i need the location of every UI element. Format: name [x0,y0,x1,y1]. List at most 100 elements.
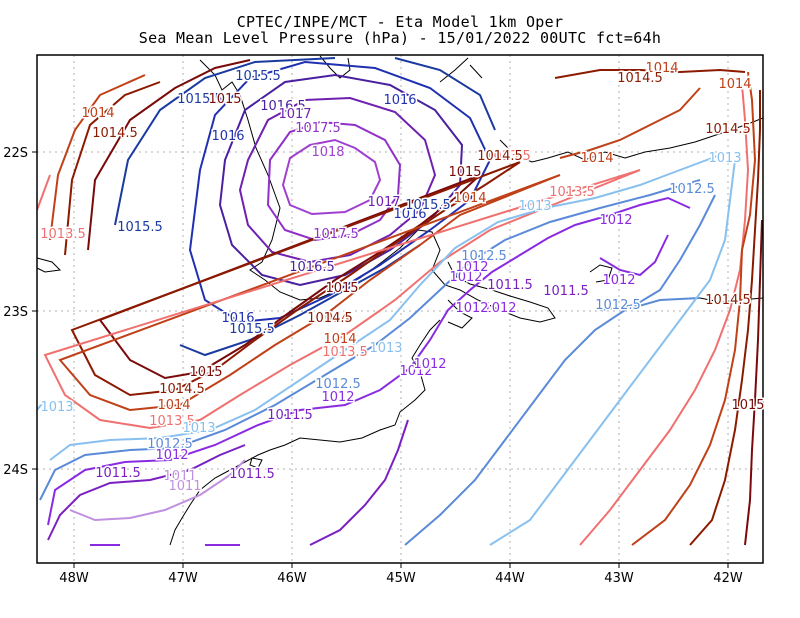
contour-label: 1013 [40,400,73,415]
contour-label: 1011.5 [267,408,313,423]
contour-label: 1015.5 [177,92,223,107]
x-tick-label: 44W [495,571,525,586]
contour-label: 1015 [448,165,481,180]
x-tick-label: 42W [713,571,743,586]
isobar-1016 [188,60,492,324]
x-tick-label: 45W [386,571,416,586]
contour-label: 1014.5 [705,293,751,308]
contour-label: 1016 [383,93,416,108]
isobar-east-1015 [744,219,763,546]
y-tick-label: 22S [3,146,28,161]
isobar-1012 [47,196,691,526]
contour-label: 1014 [580,151,613,166]
contour-label: 1015.5 [235,69,281,84]
isobar-1011 [69,459,246,522]
axis-tick-labels: 48W 47W 46W 45W 44W 43W 42W 22S 23S 24S [3,146,743,586]
contour-label: 1012.5 [315,377,361,392]
contour-label: 1014 [157,398,190,413]
isobar-east-1012-5 [404,297,701,546]
contour-label: 1014 [453,191,486,206]
isobar-1017 [238,96,437,264]
contour-label: 1012 [155,448,188,463]
x-tick-label: 46W [277,571,307,586]
isobar-east-1013 [489,159,736,546]
isobar-1013-5 [36,169,641,430]
contour-label: 1011.5 [95,466,141,481]
contour-label: 1011 [168,479,201,494]
contour-label: 1018 [311,145,344,160]
contour-label: 1014.5 [307,311,353,326]
contour-label: 1014 [81,106,114,121]
isobar-1018 [281,138,382,216]
contour-label: 1012 [321,390,354,405]
contour-label: 1016 [211,129,244,144]
contour-label: 1012.5 [595,298,641,313]
contour-label: 1011.5 [543,284,589,299]
contour-label: 1012 [449,270,482,285]
contour-label: 1012 [413,357,446,372]
contour-label: 1013 [708,151,741,166]
contour-label: 1015 [325,281,358,296]
coastline [36,55,764,546]
contour-label: 1017 [278,107,311,122]
x-tick-label: 47W [168,571,198,586]
isobar-1014-5 [64,81,521,397]
map-frame [36,54,764,564]
isobars [36,57,763,546]
chart-subtitle: Sea Mean Level Pressure (hPa) - 15/01/20… [138,29,662,47]
contour-label: 1013.5 [149,414,195,429]
axis-ticks [32,151,729,568]
contour-label: 1012 [599,213,632,228]
contour-label: 1013 [369,341,402,356]
x-tick-label: 43W [604,571,634,586]
contour-label: 1013.5 [322,345,368,360]
isobar-east-1014 [631,71,757,546]
contour-label: 1011.5 [487,278,533,293]
isobar-1012-5 [39,179,716,501]
contour-label: 1014.5 [477,149,523,164]
contour-label: 1016.5 [260,99,306,114]
contour-label: 1013 [182,421,215,436]
contour-label: 1014 [316,311,349,326]
y-tick-label: 23S [3,305,28,320]
contour-label: 1017.5 [295,121,341,136]
contour-label: 1014.5 [617,71,663,86]
contour-label: 1012.5 [147,437,193,452]
contour-label: 1015.5 [229,322,275,337]
contour-label: 1016 [393,207,426,222]
contour-label: 1015 [731,398,764,413]
isobar-nw-1014 [559,87,701,159]
contour-label: 1012 [455,260,488,275]
contour-label: 1013 [518,199,551,214]
contour-label: 1012.5 [669,182,715,197]
contour-label: 1014.5 [92,126,138,141]
isobar-1016-5 [218,73,464,287]
isobar-1013 [36,154,721,461]
contour-label: 1014 [718,77,751,92]
contour-label: 1011.5 [229,467,275,482]
contour-label: 1016.5 [289,260,335,275]
contour-label: 1011 [163,469,196,484]
contour-label: 1012 [602,273,635,288]
isobar-1017-5 [266,120,402,242]
contour-label: 1015.5 [405,198,451,213]
isobar-1014 [49,74,561,412]
lat-lon-grid [37,55,763,563]
x-tick-label: 48W [59,571,89,586]
contour-label: 1015 [189,365,222,380]
contour-label: 1014.5 [159,382,205,397]
isobar-1015-5 [114,57,496,357]
contour-label: 1015.5 [117,220,163,235]
contour-label: 1012.5 [461,249,507,264]
y-tick-label: 24S [3,463,28,478]
isobar-east-1013-5 [579,84,750,546]
contour-label: 1017 [367,195,400,210]
contour-label: 1014.5 [705,122,751,137]
chart-title: CPTEC/INPE/MCT - Eta Model 1km Oper [236,13,564,31]
contour-label: 1013.5 [40,227,86,242]
contour-label: 1012 [399,364,432,379]
contour-label: 1014 [645,61,678,76]
isobar-east-1014-5 [689,90,761,546]
